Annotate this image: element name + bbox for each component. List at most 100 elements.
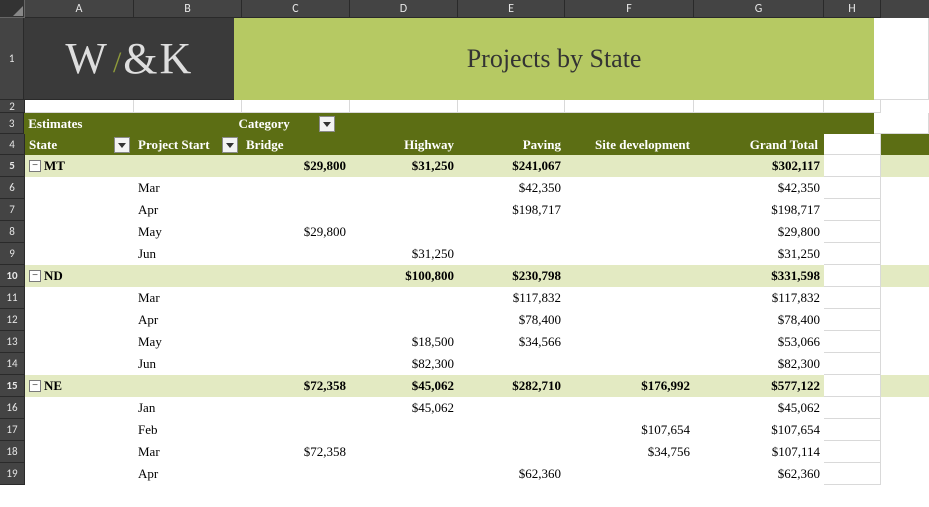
cell-H12[interactable]: [824, 309, 881, 331]
cell-H17[interactable]: [824, 419, 881, 441]
row-header-1[interactable]: 1: [0, 18, 24, 100]
cell-E5[interactable]: $241,067: [458, 155, 565, 177]
cell-B12[interactable]: Apr: [134, 309, 242, 331]
cell-H16[interactable]: [824, 397, 881, 419]
cell-E14[interactable]: [458, 353, 565, 375]
col-header-A[interactable]: A: [25, 0, 134, 18]
cell-D6[interactable]: [350, 177, 458, 199]
cell-G16[interactable]: $45,062: [694, 397, 824, 419]
cell-F14[interactable]: [565, 353, 694, 375]
cell-E15[interactable]: $282,710: [458, 375, 565, 397]
cell-B14[interactable]: Jun: [134, 353, 242, 375]
cell-B15[interactable]: [134, 375, 242, 397]
category-filter-button[interactable]: [319, 116, 335, 132]
cell-G7[interactable]: $198,717: [694, 199, 824, 221]
cell-F9[interactable]: [565, 243, 694, 265]
cell-H7[interactable]: [824, 199, 881, 221]
cell-E6[interactable]: $42,350: [458, 177, 565, 199]
row-header-10[interactable]: 10: [0, 265, 25, 287]
cell-A14[interactable]: [25, 353, 134, 375]
cell-E9[interactable]: [458, 243, 565, 265]
row-header-5[interactable]: 5: [0, 155, 25, 177]
cell-D10[interactable]: $100,800: [350, 265, 458, 287]
state-filter-button[interactable]: [114, 137, 130, 153]
cell-F10[interactable]: [565, 265, 694, 287]
cell-D14[interactable]: $82,300: [350, 353, 458, 375]
cell-A17[interactable]: [25, 419, 134, 441]
col-header-E[interactable]: E: [458, 0, 565, 18]
row-header-9[interactable]: 9: [0, 243, 25, 265]
row-header-12[interactable]: 12: [0, 309, 25, 331]
cell-F16[interactable]: [565, 397, 694, 419]
cell-F6[interactable]: [565, 177, 694, 199]
col-header-C[interactable]: C: [242, 0, 350, 18]
cell-F7[interactable]: [565, 199, 694, 221]
cell-E7[interactable]: $198,717: [458, 199, 565, 221]
cell-F15[interactable]: $176,992: [565, 375, 694, 397]
cell-C19[interactable]: [242, 463, 350, 485]
row-header-13[interactable]: 13: [0, 331, 25, 353]
cell-E18[interactable]: [458, 441, 565, 463]
cell-H9[interactable]: [824, 243, 881, 265]
cell-G8[interactable]: $29,800: [694, 221, 824, 243]
cell-C16[interactable]: [242, 397, 350, 419]
cell-G14[interactable]: $82,300: [694, 353, 824, 375]
cell-D8[interactable]: [350, 221, 458, 243]
cell-A10[interactable]: −ND: [25, 265, 134, 287]
cell-D12[interactable]: [350, 309, 458, 331]
cell-B11[interactable]: Mar: [134, 287, 242, 309]
row-header-4[interactable]: 4: [0, 134, 25, 155]
cell-H6[interactable]: [824, 177, 881, 199]
cell-E8[interactable]: [458, 221, 565, 243]
cell-F18[interactable]: $34,756: [565, 441, 694, 463]
cell-E11[interactable]: $117,832: [458, 287, 565, 309]
cell-G10[interactable]: $331,598: [694, 265, 824, 287]
cell-H11[interactable]: [824, 287, 881, 309]
cell-B16[interactable]: Jan: [134, 397, 242, 419]
cell-B9[interactable]: Jun: [134, 243, 242, 265]
cell-C10[interactable]: [242, 265, 350, 287]
cell-A12[interactable]: [25, 309, 134, 331]
collapse-icon[interactable]: −: [29, 270, 41, 282]
cell-C7[interactable]: [242, 199, 350, 221]
row-header-17[interactable]: 17: [0, 419, 25, 441]
project-start-filter-button[interactable]: [222, 137, 238, 153]
cell-E17[interactable]: [458, 419, 565, 441]
collapse-icon[interactable]: −: [29, 380, 41, 392]
cell-H15[interactable]: [824, 375, 881, 397]
row-header-14[interactable]: 14: [0, 353, 25, 375]
row-header-18[interactable]: 18: [0, 441, 25, 463]
cell-F8[interactable]: [565, 221, 694, 243]
cell-B13[interactable]: May: [134, 331, 242, 353]
cell-A11[interactable]: [25, 287, 134, 309]
cell-A16[interactable]: [25, 397, 134, 419]
cell-B6[interactable]: Mar: [134, 177, 242, 199]
cell-B19[interactable]: Apr: [134, 463, 242, 485]
cell-B7[interactable]: Apr: [134, 199, 242, 221]
cell-F5[interactable]: [565, 155, 694, 177]
cell-C11[interactable]: [242, 287, 350, 309]
cell-D13[interactable]: $18,500: [350, 331, 458, 353]
cell-A19[interactable]: [25, 463, 134, 485]
cell-E12[interactable]: $78,400: [458, 309, 565, 331]
cell-G6[interactable]: $42,350: [694, 177, 824, 199]
cell-G12[interactable]: $78,400: [694, 309, 824, 331]
cell-G18[interactable]: $107,114: [694, 441, 824, 463]
cell-A5[interactable]: −MT: [25, 155, 134, 177]
row-header-6[interactable]: 6: [0, 177, 25, 199]
col-header-G[interactable]: G: [694, 0, 824, 18]
cell-A18[interactable]: [25, 441, 134, 463]
cell-B10[interactable]: [134, 265, 242, 287]
cell-F19[interactable]: [565, 463, 694, 485]
cell-C5[interactable]: $29,800: [242, 155, 350, 177]
cell-A7[interactable]: [25, 199, 134, 221]
row-header-3[interactable]: 3: [0, 113, 24, 134]
cell-C18[interactable]: $72,358: [242, 441, 350, 463]
cell-F12[interactable]: [565, 309, 694, 331]
cell-G13[interactable]: $53,066: [694, 331, 824, 353]
cell-G19[interactable]: $62,360: [694, 463, 824, 485]
cell-C17[interactable]: [242, 419, 350, 441]
cell-G15[interactable]: $577,122: [694, 375, 824, 397]
col-bridge[interactable]: Bridge: [242, 134, 350, 155]
cell-F11[interactable]: [565, 287, 694, 309]
